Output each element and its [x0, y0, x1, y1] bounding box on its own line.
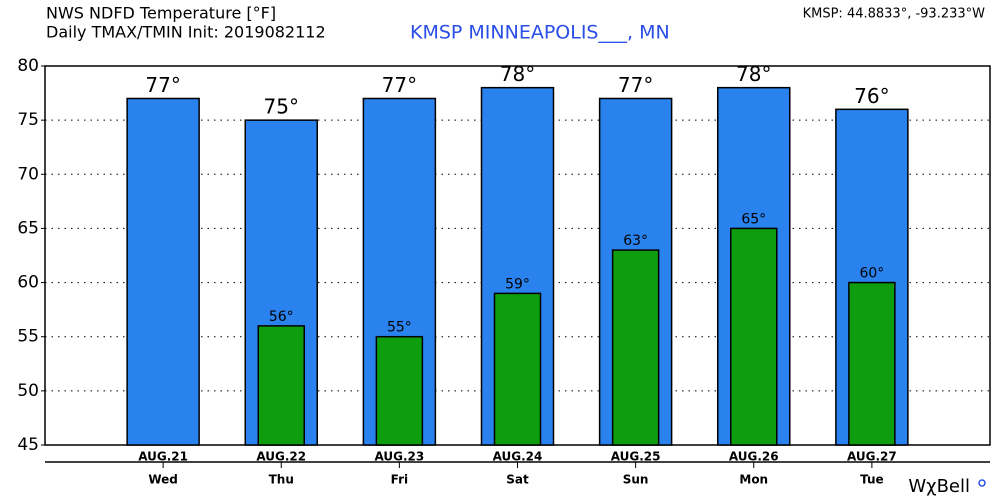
x-tick-label: AUG.21 [138, 450, 188, 464]
value-label: 77° [145, 73, 180, 97]
x-tick-sublabel: Sun [623, 473, 649, 487]
bar [257, 325, 305, 446]
y-tick-label: 45 [17, 435, 39, 455]
bar [126, 97, 200, 446]
value-label: 78° [736, 62, 771, 86]
x-tick-label: AUG.27 [847, 450, 897, 464]
bar [375, 335, 424, 446]
x-tick-sublabel: Fri [391, 473, 408, 487]
station-name: KMSP MINNEAPOLIS___, MN [410, 22, 670, 44]
value-label: 60° [859, 266, 884, 282]
x-tick-sublabel: Mon [739, 473, 768, 487]
value-label: 76° [854, 84, 889, 108]
y-tick-label: 65 [17, 218, 39, 238]
value-label: 77° [382, 73, 417, 97]
value-label: 75° [264, 95, 299, 119]
value-label: 65° [741, 211, 766, 227]
value-label: 59° [505, 276, 530, 292]
bar [848, 281, 896, 446]
value-label: 78° [500, 62, 535, 86]
y-tick-label: 55 [17, 327, 39, 347]
chart-title: NWS NDFD Temperature [°F] [46, 4, 276, 23]
x-tick-sublabel: Tue [860, 473, 884, 487]
y-tick-label: 80 [17, 56, 39, 76]
x-tick-label: AUG.26 [729, 450, 779, 464]
x-tick-sublabel: Thu [269, 473, 294, 487]
chart-subtitle: Daily TMAX/TMIN Init: 2019082112 [46, 23, 326, 42]
x-tick-label: AUG.24 [493, 450, 543, 464]
x-tick-label: AUG.25 [611, 450, 661, 464]
value-label: 77° [618, 73, 653, 97]
x-tick-label: AUG.22 [256, 450, 306, 464]
bar [730, 227, 778, 446]
value-label: 55° [387, 320, 412, 336]
brand: WχBell [908, 476, 970, 497]
bar [611, 249, 660, 446]
value-label: 56° [269, 309, 294, 325]
value-label: 63° [623, 233, 648, 249]
y-tick-label: 50 [17, 381, 39, 401]
brand-dot [978, 479, 986, 487]
y-tick-label: 60 [17, 273, 39, 293]
bar [480, 86, 555, 446]
x-tick-sublabel: Wed [148, 473, 178, 487]
location: KMSP: 44.8833°, -93.233°W [803, 7, 986, 22]
x-tick-sublabel: Sat [506, 473, 529, 487]
y-tick-label: 75 [17, 110, 39, 130]
y-tick-label: 70 [17, 164, 39, 184]
bar [493, 292, 542, 446]
x-tick-label: AUG.23 [374, 450, 424, 464]
